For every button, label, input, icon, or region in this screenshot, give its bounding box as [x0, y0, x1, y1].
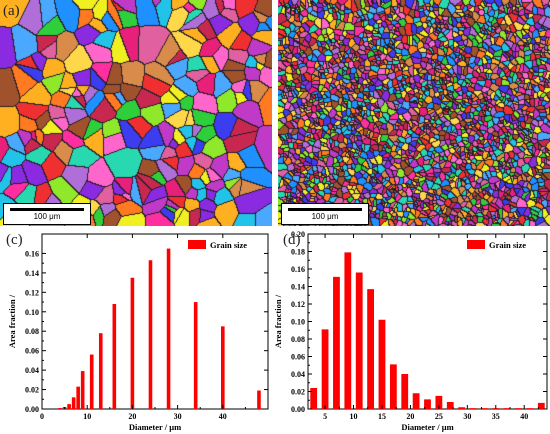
- bar: [469, 408, 477, 409]
- chart-c-svg: 0.00 0.02 0.04 0.06 0.08 0.10 0.12 0.14 0.16 0 10 2…: [7, 233, 269, 432]
- bar: [481, 408, 488, 409]
- plot-frame: [41, 233, 269, 410]
- y-axis-label: Area fraction /: [7, 294, 17, 348]
- bar: [58, 408, 62, 409]
- panel-label-c: (c): [6, 232, 23, 248]
- bar: [412, 393, 420, 409]
- scale-bar-b: 100 μm: [281, 203, 369, 225]
- bar: [503, 408, 511, 409]
- bar: [71, 397, 76, 409]
- x-tick-label: 30: [174, 412, 182, 421]
- x-tick-label: 10: [350, 412, 358, 421]
- micrograph-b: 100 μm: [278, 0, 550, 226]
- bar: [80, 371, 85, 409]
- legend-swatch: [188, 240, 206, 249]
- bar: [389, 364, 397, 409]
- y-tick-label: 0.10: [291, 318, 305, 327]
- bar: [148, 260, 153, 409]
- y-tick-label: 0.12: [291, 300, 305, 309]
- x-tick-label: 15: [378, 412, 386, 421]
- x-tick-label: 0: [40, 412, 44, 421]
- y-axis-label: Area fraction /: [275, 294, 283, 348]
- y-tick-label: 0.08: [25, 327, 39, 336]
- x-tick-label: 20: [406, 412, 414, 421]
- bar: [89, 354, 94, 409]
- chart-d: 0.00 0.02 0.04 0.06 0.08 0.10 0.12 0.14 0.16 0.18…: [275, 229, 550, 434]
- scale-bar-text: 100 μm: [33, 212, 61, 221]
- scale-bar-a: 100 μm: [3, 203, 91, 225]
- bar: [435, 395, 443, 409]
- y-tick-label: 0.16: [291, 265, 305, 274]
- y-tick-label: 0.14: [291, 283, 305, 292]
- chart-c: 0.00 0.02 0.04 0.06 0.08 0.10 0.12 0.14 0.16 0 10 2…: [0, 229, 275, 434]
- scale-bar-text: 100 μm: [311, 212, 339, 221]
- bar: [526, 408, 534, 409]
- y-tick-label: 0.00: [25, 405, 39, 414]
- legend-swatch: [467, 240, 485, 249]
- bar: [76, 386, 80, 409]
- bar: [166, 248, 171, 409]
- x-tick-label: 35: [492, 412, 500, 421]
- bar: [257, 390, 261, 409]
- x-axis-label: Diameter / μm: [129, 422, 181, 432]
- y-tick-label: 0.06: [25, 347, 39, 356]
- y-tick-label: 0.04: [291, 370, 305, 379]
- bar: [333, 276, 340, 409]
- bar: [367, 289, 374, 409]
- y-tick-label: 0.12: [25, 288, 39, 297]
- x-tick-label: 20: [128, 412, 136, 421]
- y-tick-label: 0.06: [291, 353, 305, 362]
- x-tick-label: 40: [520, 412, 528, 421]
- bar: [424, 399, 431, 409]
- x-tick-label: 5: [323, 412, 327, 421]
- bar: [344, 252, 352, 409]
- bar: [130, 277, 135, 409]
- x-tick-label: 40: [219, 412, 227, 421]
- panel-label-a: (a): [3, 3, 20, 19]
- panel-label-b: (b): [284, 3, 302, 19]
- legend-label: Grain size: [210, 240, 247, 250]
- y-tick-label: 0.02: [25, 386, 39, 395]
- y-tick-label: 0.16: [25, 249, 39, 258]
- bar: [515, 408, 522, 409]
- bar: [221, 326, 225, 409]
- y-tick-label: 0.10: [25, 308, 39, 317]
- legend-label: Grain size: [489, 240, 526, 250]
- y-tick-label: 0.00: [291, 405, 305, 414]
- bar: [537, 402, 545, 409]
- bar: [401, 374, 409, 409]
- micrograph-a: 100 μm: [0, 0, 272, 226]
- bar: [67, 404, 71, 409]
- y-tick-label: 0.14: [25, 269, 39, 278]
- x-tick-label: 30: [463, 412, 471, 421]
- plot-frame: [307, 233, 548, 410]
- y-tick-label: 0.18: [291, 248, 305, 257]
- ebsd-map-coarse: [0, 0, 272, 226]
- panel-label-d: (d): [283, 232, 301, 248]
- x-axis-label: Diameter / μm: [401, 422, 453, 432]
- y-tick-label: 0.02: [291, 388, 305, 397]
- bar: [310, 388, 318, 409]
- bar: [378, 319, 386, 409]
- x-tick-label: 10: [83, 412, 91, 421]
- ebsd-map-fine: [278, 0, 550, 226]
- bar: [98, 333, 103, 409]
- bar: [355, 272, 363, 409]
- scale-bar-line: [10, 208, 84, 211]
- bar: [112, 304, 117, 409]
- y-tick-label: 0.20: [291, 230, 305, 239]
- bar: [446, 402, 454, 409]
- x-tick-label: 25: [435, 412, 443, 421]
- y-tick-label: 0.04: [25, 366, 39, 375]
- scale-bar-line: [288, 208, 362, 211]
- bar: [321, 329, 329, 409]
- y-tick-label: 0.08: [291, 335, 305, 344]
- bar: [193, 302, 198, 409]
- bar: [458, 407, 466, 409]
- chart-d-svg: 0.00 0.02 0.04 0.06 0.08 0.10 0.12 0.14 0.16 0.18…: [275, 230, 548, 432]
